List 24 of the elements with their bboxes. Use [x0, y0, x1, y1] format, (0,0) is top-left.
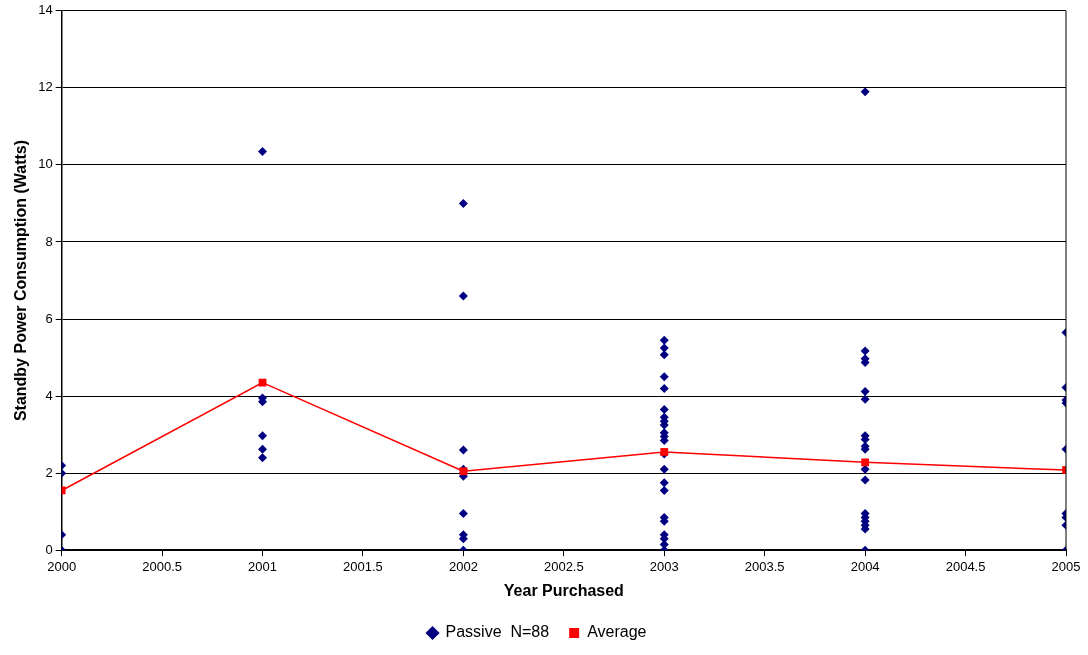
x-tick-label: 2003.5: [744, 558, 785, 574]
y-axis-title: Standby Power Consumption (Watts): [12, 139, 30, 422]
x-tick-label: 2004.5: [945, 558, 986, 574]
y-tick-label: 0: [45, 541, 53, 557]
x-tick-label: 2003: [649, 558, 679, 574]
y-tick-label: 12: [38, 79, 53, 95]
x-tick-label: 2004: [850, 558, 880, 574]
y-tick-label: 10: [38, 156, 53, 172]
x-tick-label: 2002.5: [543, 558, 584, 574]
y-tick-label: 6: [45, 310, 53, 326]
y-tick-label: 4: [45, 387, 53, 403]
y-tick-label: 8: [45, 233, 53, 249]
x-tick-label: 2002: [448, 558, 478, 574]
x-tick-label: 2001.5: [343, 558, 383, 574]
x-tick-label: 2001: [248, 558, 277, 574]
x-axis-title: Year Purchased: [503, 581, 624, 599]
legend-label: Average: [587, 623, 647, 641]
x-tick-label: 2000.5: [142, 558, 182, 574]
y-tick-label: 2: [45, 464, 53, 480]
point: [861, 458, 870, 467]
x-tick-label: 2000: [47, 558, 77, 574]
legend-label: Passive N=88: [445, 623, 550, 641]
y-tick-label: 14: [38, 2, 53, 18]
x-tick-label: 2005: [1051, 558, 1081, 574]
